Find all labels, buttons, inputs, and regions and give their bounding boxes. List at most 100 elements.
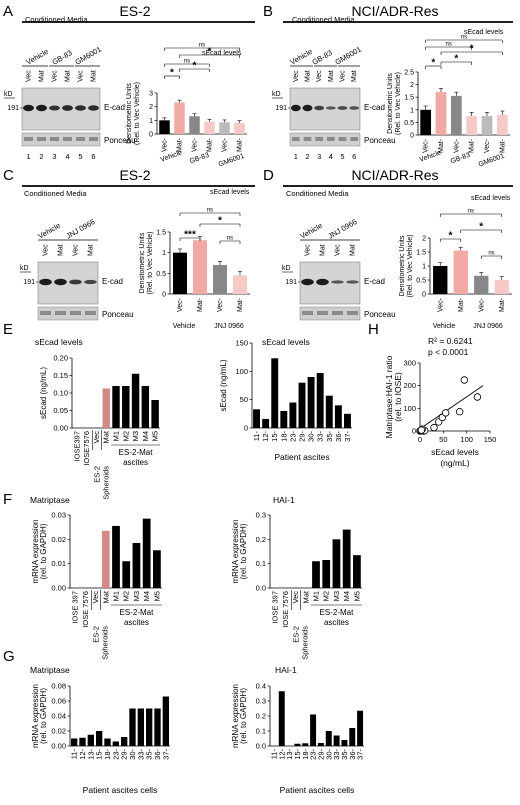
x-tick-label: 29- [298, 431, 307, 442]
y-tick-label: 0.2 [256, 712, 266, 721]
lane-number: 3 [317, 152, 321, 161]
ponceau-band [347, 311, 358, 315]
y-tick-label: 0 [422, 292, 426, 299]
bar-23 [112, 741, 119, 746]
bar-29 [121, 737, 128, 746]
bar-vec [213, 265, 227, 294]
kd-label: kD [272, 91, 281, 98]
y-tick-label: 1.5 [156, 230, 166, 237]
bar-mat [204, 121, 215, 134]
scatter-point [430, 423, 438, 432]
sig-star: * [449, 231, 453, 242]
x-tick-label: M2 [121, 431, 130, 441]
ecad-band [75, 105, 86, 111]
group-label: GB-83 [189, 152, 211, 166]
lane-label: Mat [65, 70, 72, 82]
y-tick-label: 0.02 [51, 535, 66, 544]
x-axis-label-2: (ng/mL) [440, 458, 469, 468]
y-axis-label: mRNA expression [231, 519, 240, 583]
ecad-band [36, 104, 47, 112]
group-label: Vehicle [173, 323, 196, 330]
lane-label: Vec [335, 244, 342, 256]
chart-title: sEcad levels [210, 189, 250, 196]
x-tick-label: M2 [322, 591, 331, 601]
lane-label: Mat [328, 70, 335, 82]
x-tick-label: Mat- [499, 297, 506, 312]
bar-35 [146, 708, 153, 746]
bar-11 [253, 409, 260, 428]
lane-number: 2 [305, 152, 309, 161]
y-tick-label: 100 [403, 404, 416, 413]
bar-33 [137, 708, 144, 746]
y-axis-label: Densitometric Units [126, 83, 133, 144]
ponceau-band [338, 137, 347, 141]
ponceau-band [327, 137, 335, 141]
bar-m1 [112, 525, 120, 588]
bar-vec [159, 120, 170, 134]
conditioned-media-label: Conditioned Media [25, 15, 88, 24]
bar-mat [435, 92, 447, 135]
bar-m5 [153, 550, 161, 588]
bar-vec [474, 275, 489, 294]
x-tick-label: 11- [252, 431, 261, 442]
x-tick-label: Vec- [217, 297, 224, 312]
bar-23 [310, 714, 317, 746]
y-tick-label: 0.00 [51, 742, 66, 751]
y-axis-label: Densitometric Units [139, 232, 146, 293]
x-tick-label: 29- [120, 749, 129, 760]
lane-number: 2 [39, 152, 43, 161]
sig-star: * [454, 54, 458, 65]
bar-m3 [132, 542, 141, 588]
mw-marker: 191 [23, 279, 35, 286]
ponceau-band [70, 311, 81, 315]
bar-vec [450, 95, 462, 135]
y-axis-label-2: (rel. to GAPDH) [39, 523, 48, 579]
y-axis-label-2: (rel. to GAPDH) [239, 688, 248, 744]
y-tick-label: 1 [149, 118, 153, 125]
bar-vec [219, 122, 230, 134]
y-axis-label: mRNA expression [31, 519, 40, 583]
x-tick-label: M5 [352, 591, 361, 601]
x-tick-label: 50 [439, 435, 447, 444]
bar-mat [101, 530, 110, 588]
bar-30 [129, 708, 136, 746]
bar-12 [278, 691, 285, 746]
x-tick-label: 37- [161, 749, 170, 760]
x-tick-label: 36- [334, 431, 343, 442]
bar-18 [302, 743, 309, 746]
bar-mat [494, 280, 509, 294]
bar-33 [333, 735, 340, 746]
x-tick-label: Vec- [423, 138, 430, 153]
x-axis-label: Patient ascites [274, 452, 329, 462]
ecad-band [302, 104, 313, 112]
ponceau-label: Ponceau [364, 310, 396, 319]
y-tick-label: 1 [410, 107, 414, 114]
bar-m2 [322, 560, 331, 588]
y-tick-label: 0.02 [51, 727, 66, 736]
y-axis-label-2: (rel. to GAPDH) [239, 523, 248, 579]
ecad-band [325, 106, 336, 110]
ecad-label: E-cad [102, 277, 123, 286]
lane-label: Mat [88, 244, 95, 256]
bar-vec [173, 252, 187, 294]
x-tick-label: Mat- [469, 138, 476, 153]
bar-35 [341, 740, 348, 746]
y-tick-label: 0.04 [51, 712, 66, 721]
x-tick-label: M2 [122, 591, 131, 601]
treatment-label: Vehicle [299, 221, 324, 241]
x-tick-label: 30- [128, 749, 137, 760]
x-tick-label: 23- [288, 431, 297, 442]
ponceau-band [85, 311, 96, 315]
x-tick-label: 23- [111, 749, 120, 760]
group-label: ascites [324, 618, 349, 627]
x-tick-label: Vec- [484, 138, 491, 153]
x-tick-label: M4 [141, 431, 150, 441]
x-tick-label: Mat [102, 430, 111, 443]
group-label: ascites [123, 458, 148, 467]
bar-15 [271, 358, 279, 428]
ponceau-band [37, 137, 46, 141]
y-axis-label-2: (Rel. to Vec Vehicle) [134, 82, 141, 145]
chart-title: Matriptase [30, 665, 70, 675]
x-tick-label: IOSE 7576 [281, 591, 290, 628]
lane-label: Mat [350, 244, 357, 256]
